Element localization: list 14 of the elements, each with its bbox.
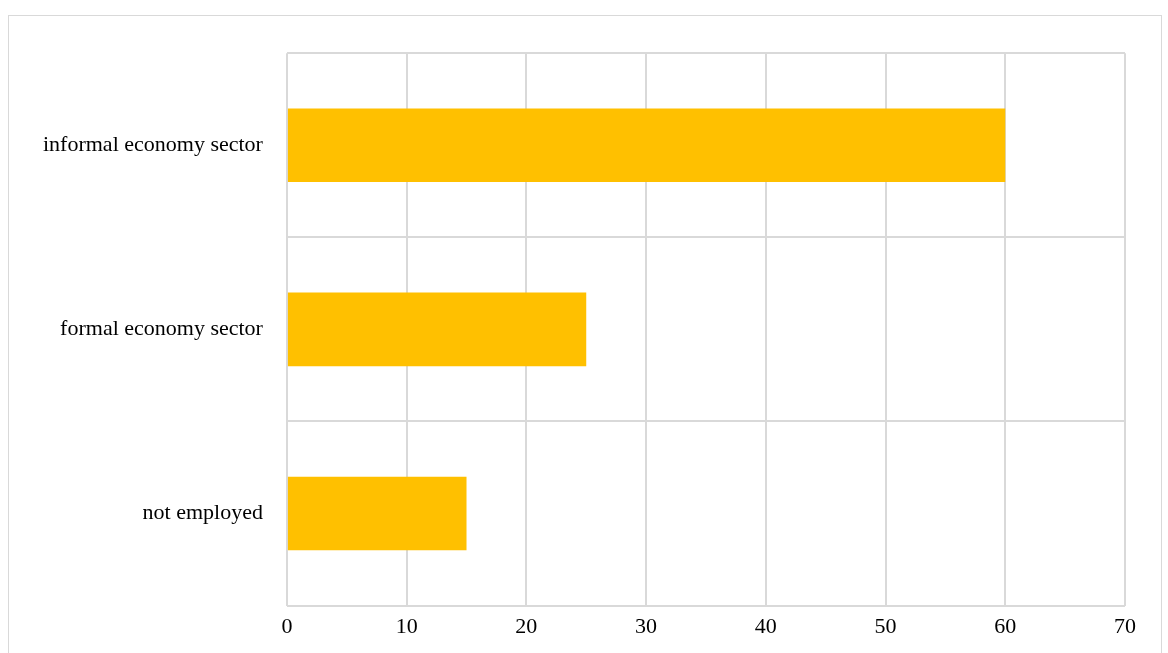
bar xyxy=(287,108,1006,183)
bar xyxy=(287,476,467,551)
y-tick-label: formal economy sector xyxy=(60,315,264,341)
x-tick-label: 20 xyxy=(515,612,538,638)
x-tick-label: 0 xyxy=(281,612,293,638)
x-tick-label: 50 xyxy=(874,612,897,638)
bar xyxy=(287,292,587,367)
x-tick-label: 40 xyxy=(754,612,777,638)
y-tick-label: informal economy sector xyxy=(42,131,264,157)
y-tick-label: not employed xyxy=(142,499,263,525)
x-tick-label: 30 xyxy=(635,612,658,638)
x-tick-label: 70 xyxy=(1114,612,1136,638)
x-tick-label: 10 xyxy=(395,612,418,638)
x-tick-label: 60 xyxy=(994,612,1017,638)
